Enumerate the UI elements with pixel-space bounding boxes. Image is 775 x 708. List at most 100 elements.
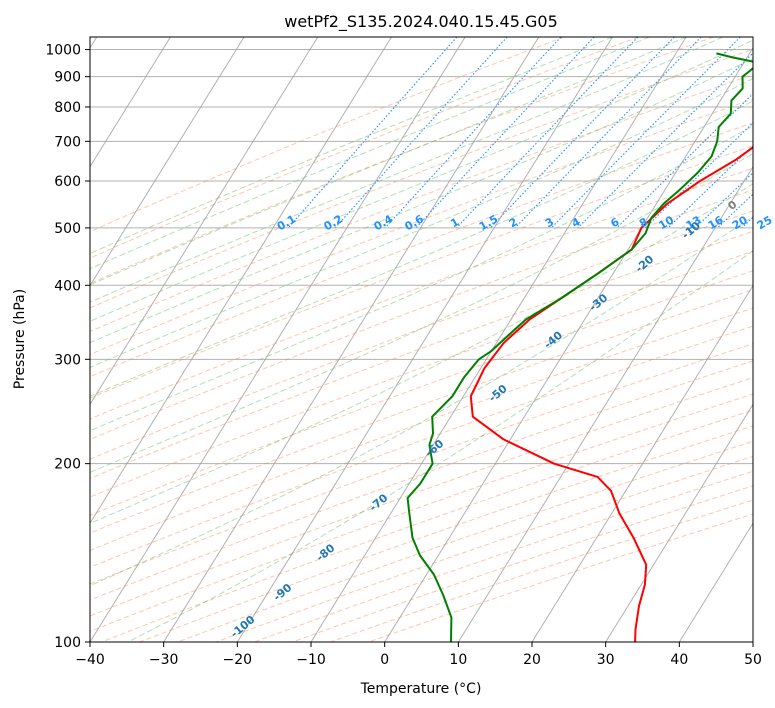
moist-adiabat xyxy=(90,100,753,397)
isotherm xyxy=(236,37,613,642)
plot-frame xyxy=(89,36,754,643)
mixing-ratio-line xyxy=(287,37,458,229)
x-tick-label: −30 xyxy=(149,652,179,668)
mixing-ratio-line xyxy=(514,37,702,229)
dry-adiabat-label: -80 xyxy=(314,541,338,564)
mixing-ratio-line xyxy=(717,193,753,229)
axis-ticks: −40 −30 −20 −10 0 10 20 30 40 5010020030040050060… xyxy=(45,43,762,668)
x-tick-label: −20 xyxy=(223,652,253,668)
moist-adiabat xyxy=(90,37,724,303)
dry-adiabat xyxy=(90,360,753,601)
dry-adiabat-label: -70 xyxy=(367,491,391,514)
isotherm xyxy=(90,37,319,406)
dry-adiabat xyxy=(90,270,753,516)
dry-adiabat xyxy=(90,325,753,568)
isotherm xyxy=(605,403,753,642)
isotherm xyxy=(531,284,753,642)
x-tick-label: −40 xyxy=(75,652,105,668)
moist-adiabat xyxy=(90,183,753,524)
dry-adiabat xyxy=(90,167,753,420)
dry-adiabat xyxy=(90,189,753,440)
x-tick-label: 0 xyxy=(380,652,389,668)
y-tick-label: 600 xyxy=(54,174,81,190)
moist-adiabat xyxy=(90,78,753,368)
dry-adiabat xyxy=(90,37,714,284)
moist-adiabat xyxy=(90,57,753,344)
dry-adiabat xyxy=(101,409,753,642)
dry-adiabat xyxy=(292,485,753,642)
dry-adiabat-label: -50 xyxy=(486,382,510,405)
dry-adiabat xyxy=(90,145,753,399)
mixing-ratio-line xyxy=(694,171,753,229)
y-tick-label: 800 xyxy=(54,100,81,116)
mixing-ratio-label: 0.6 xyxy=(402,212,426,233)
dry-adiabat xyxy=(177,440,753,642)
isotherm xyxy=(90,37,466,642)
dry-adiabat-label: 0 xyxy=(725,198,739,213)
mixing-ratio-line xyxy=(766,37,775,228)
dry-adiabat xyxy=(90,343,753,585)
x-tick-label: 10 xyxy=(449,652,467,668)
isotherm xyxy=(90,37,171,168)
x-tick-label: 30 xyxy=(597,652,615,668)
profile-line-1 xyxy=(406,52,753,642)
mixing-ratio-line xyxy=(415,37,595,229)
dry-adiabat-label: -90 xyxy=(271,581,295,604)
dry-adiabat xyxy=(90,48,753,309)
dry-adiabat-label: -20 xyxy=(633,252,657,275)
y-tick-label: 100 xyxy=(54,635,81,651)
mixing-ratio-line xyxy=(384,37,562,229)
dry-adiabat xyxy=(90,230,753,479)
mixing-ratio-line xyxy=(334,37,508,229)
y-tick-label: 400 xyxy=(54,278,81,294)
dry-adiabat xyxy=(90,307,753,551)
x-tick-label: 40 xyxy=(670,652,688,668)
y-tick-label: 700 xyxy=(54,134,81,150)
dry-adiabat xyxy=(90,210,753,460)
dry-adiabat xyxy=(90,377,753,617)
isotherm xyxy=(90,37,392,525)
dry-adiabat-label: -40 xyxy=(541,328,565,351)
isotherm xyxy=(310,37,687,642)
chart-title: wetPf2_S135.2024.040.15.45.G05 xyxy=(284,12,558,32)
moist-adiabat xyxy=(90,125,753,432)
dry-adiabat xyxy=(139,425,753,642)
dry-adiabat xyxy=(90,37,639,259)
isotherm xyxy=(752,641,753,642)
moist-adiabat xyxy=(90,37,613,255)
isotherm xyxy=(90,37,245,287)
moist-adiabat xyxy=(90,39,753,322)
y-tick-label: 900 xyxy=(54,70,81,86)
dry-adiabat xyxy=(90,122,753,378)
isotherm xyxy=(678,522,753,642)
isotherm xyxy=(457,165,753,642)
dry-adiabat xyxy=(90,250,753,498)
y-axis-label: Pressure (hPa) xyxy=(12,289,28,389)
moist-adiabat xyxy=(90,37,687,286)
profiles xyxy=(406,52,753,642)
moist-adiabat xyxy=(90,215,753,587)
isotherm xyxy=(163,37,540,642)
mixing-ratio-line xyxy=(667,144,753,229)
mixing-ratio-line xyxy=(644,122,753,229)
isotherm xyxy=(384,46,753,642)
y-tick-label: 500 xyxy=(54,221,81,237)
dry-adiabat xyxy=(90,98,753,356)
x-tick-label: −10 xyxy=(296,652,326,668)
x-axis-label: Temperature (°C) xyxy=(360,681,482,697)
y-tick-label: 200 xyxy=(54,457,81,473)
mixing-ratio-label: 25 xyxy=(755,213,775,232)
mixing-ratio-label: 0.4 xyxy=(372,212,396,233)
dry-adiabat xyxy=(90,37,565,233)
dry-adiabat xyxy=(90,289,753,534)
moist-adiabat xyxy=(90,152,753,474)
mixing-ratio-label: 10 xyxy=(656,213,676,232)
profile-line-0 xyxy=(469,146,753,642)
x-tick-label: 20 xyxy=(523,652,541,668)
mixing-ratio-line xyxy=(456,37,639,229)
mixing-ratio-line xyxy=(616,92,753,229)
mixing-ratio-line xyxy=(741,216,753,229)
mixing-ratio-label: 1.5 xyxy=(477,212,500,233)
dry-adiabat xyxy=(90,74,753,333)
